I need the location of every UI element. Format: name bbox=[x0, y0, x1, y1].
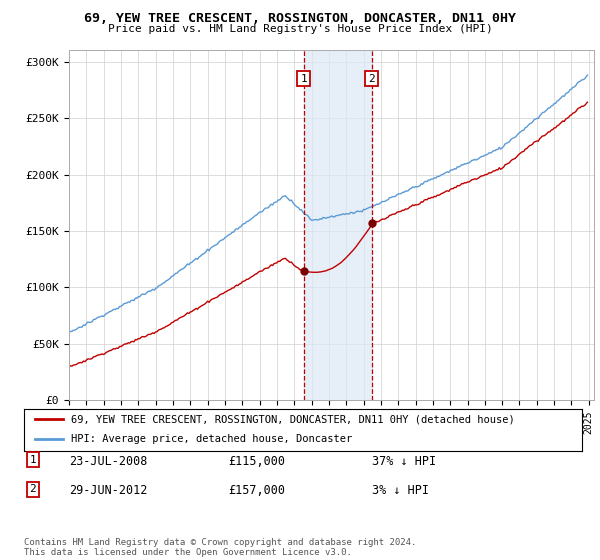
Text: 3% ↓ HPI: 3% ↓ HPI bbox=[372, 484, 429, 497]
Text: HPI: Average price, detached house, Doncaster: HPI: Average price, detached house, Donc… bbox=[71, 434, 353, 444]
Text: 23-JUL-2008: 23-JUL-2008 bbox=[69, 455, 148, 468]
Text: 37% ↓ HPI: 37% ↓ HPI bbox=[372, 455, 436, 468]
Text: 2: 2 bbox=[29, 484, 37, 494]
Text: 69, YEW TREE CRESCENT, ROSSINGTON, DONCASTER, DN11 0HY: 69, YEW TREE CRESCENT, ROSSINGTON, DONCA… bbox=[84, 12, 516, 25]
Text: £157,000: £157,000 bbox=[228, 484, 285, 497]
Text: 1: 1 bbox=[29, 455, 37, 465]
Text: Price paid vs. HM Land Registry's House Price Index (HPI): Price paid vs. HM Land Registry's House … bbox=[107, 24, 493, 34]
Text: £115,000: £115,000 bbox=[228, 455, 285, 468]
Text: 1: 1 bbox=[300, 73, 307, 83]
Text: 2: 2 bbox=[368, 73, 375, 83]
Text: 29-JUN-2012: 29-JUN-2012 bbox=[69, 484, 148, 497]
Bar bbox=[304, 50, 371, 400]
Text: 69, YEW TREE CRESCENT, ROSSINGTON, DONCASTER, DN11 0HY (detached house): 69, YEW TREE CRESCENT, ROSSINGTON, DONCA… bbox=[71, 414, 515, 424]
Text: Contains HM Land Registry data © Crown copyright and database right 2024.
This d: Contains HM Land Registry data © Crown c… bbox=[24, 538, 416, 557]
